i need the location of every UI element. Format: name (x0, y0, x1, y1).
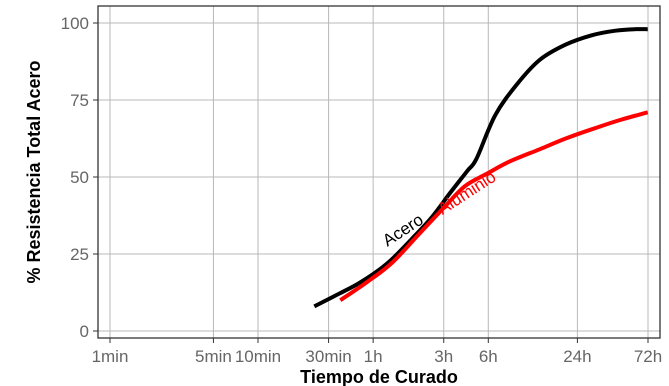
y-tick-label: 50 (70, 168, 89, 187)
x-tick-label: 6h (479, 347, 498, 366)
y-tick-label: 25 (70, 245, 89, 264)
x-tick-label: 30min (305, 347, 351, 366)
series-lines (313, 27, 649, 309)
x-tick-label: 5min (195, 347, 232, 366)
y-tick-label: 0 (80, 322, 89, 341)
x-tick-label: 24h (563, 347, 591, 366)
series-line-acero (313, 27, 648, 309)
x-tick-label: 10min (235, 347, 281, 366)
x-tick-label: 1min (92, 347, 129, 366)
x-tick-label: 3h (434, 347, 453, 366)
y-axis-title: % Resistencia Total Acero (24, 60, 44, 283)
grid (98, 6, 660, 338)
y-tick-label: 75 (70, 91, 89, 110)
panel-background (98, 6, 660, 338)
x-tick-label: 1h (364, 347, 383, 366)
tick-labels: 1min 5min 10min 30min 1h 3h 6h 24h 72h 0 25 50 75 100 (61, 14, 663, 366)
x-axis-title: Tiempo de Curado (300, 367, 458, 386)
y-tick-label: 100 (61, 14, 89, 33)
plot-border (97, 5, 661, 339)
x-tick-label: 72h (634, 347, 662, 366)
series-line-aluminio (339, 110, 649, 302)
